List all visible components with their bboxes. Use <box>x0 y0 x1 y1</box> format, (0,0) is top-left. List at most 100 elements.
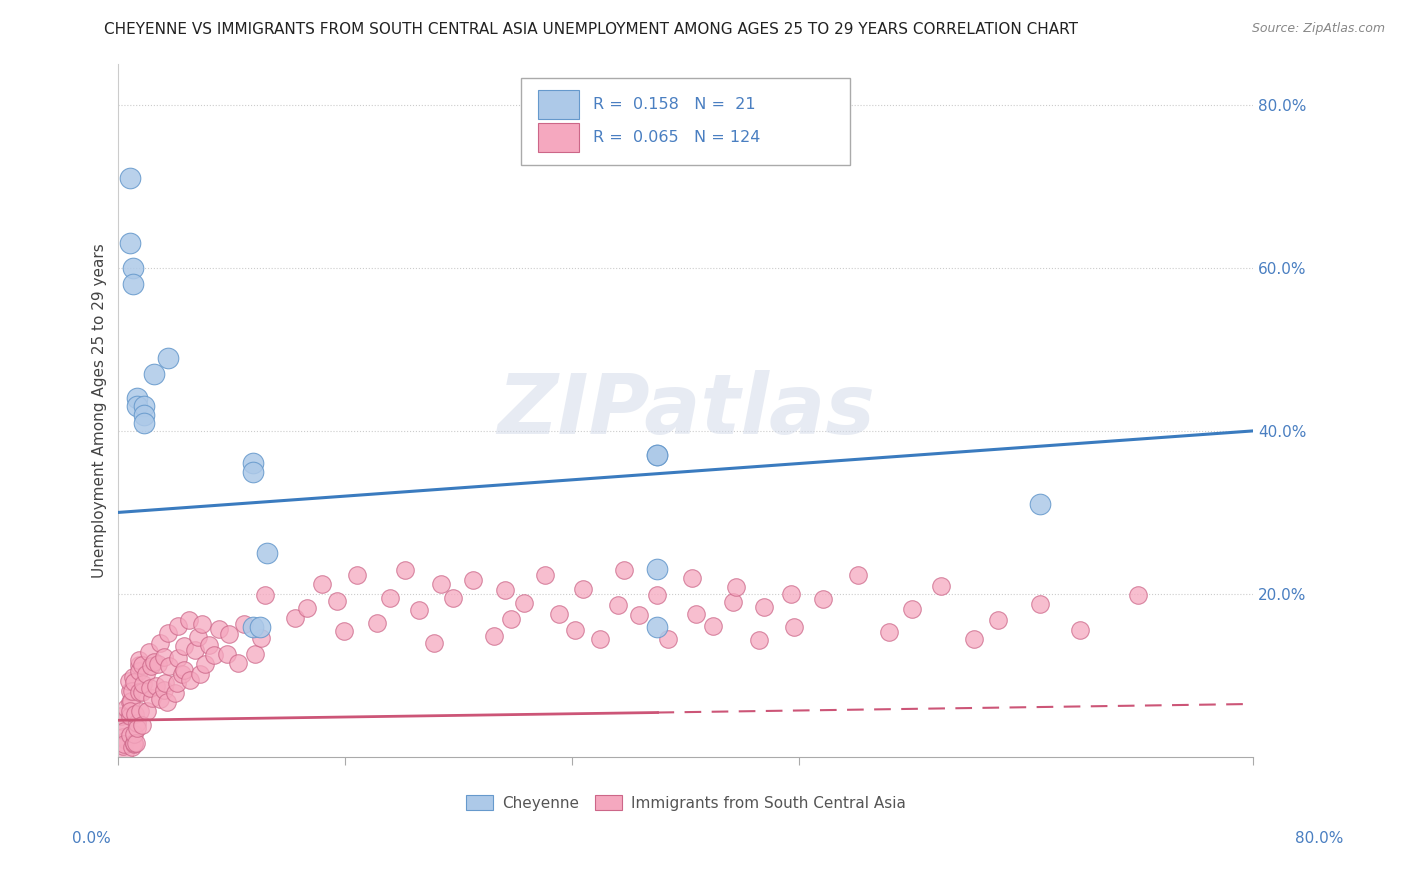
Point <box>124 736 146 750</box>
Point <box>132 400 155 414</box>
Point <box>118 236 141 251</box>
Point <box>657 632 679 646</box>
Point <box>112 723 135 738</box>
Point <box>149 691 172 706</box>
Point <box>963 632 986 646</box>
Point <box>124 706 146 721</box>
Point <box>197 638 219 652</box>
Point <box>148 657 170 672</box>
Text: R =  0.065   N = 124: R = 0.065 N = 124 <box>593 130 761 145</box>
Point <box>645 588 668 602</box>
Point <box>499 612 522 626</box>
Point <box>152 682 174 697</box>
Point <box>143 655 166 669</box>
Point <box>149 636 172 650</box>
Point <box>572 582 595 596</box>
Point <box>494 583 516 598</box>
Point <box>606 599 628 613</box>
Point <box>179 673 201 687</box>
Point <box>124 727 146 741</box>
Point <box>1069 623 1091 637</box>
Point <box>173 640 195 654</box>
Point <box>131 717 153 731</box>
Point <box>131 657 153 672</box>
Point <box>118 709 141 723</box>
Point <box>217 647 239 661</box>
Point <box>120 694 142 708</box>
Point <box>589 632 612 646</box>
Point <box>721 595 744 609</box>
Point <box>461 574 484 588</box>
FancyBboxPatch shape <box>522 78 851 164</box>
Point <box>120 704 142 718</box>
Point <box>1029 497 1052 511</box>
Point <box>157 626 180 640</box>
Point <box>110 709 132 723</box>
Point <box>118 683 141 698</box>
Point <box>121 277 143 292</box>
Point <box>613 563 636 577</box>
Point <box>253 588 276 602</box>
Point <box>141 659 163 673</box>
Point <box>256 546 278 560</box>
Point <box>811 591 834 606</box>
Text: CHEYENNE VS IMMIGRANTS FROM SOUTH CENTRAL ASIA UNEMPLOYMENT AMONG AGES 25 TO 29 : CHEYENNE VS IMMIGRANTS FROM SOUTH CENTRA… <box>104 22 1077 37</box>
Point <box>132 416 155 430</box>
Point <box>111 730 134 744</box>
Point <box>512 596 534 610</box>
Point <box>128 704 150 718</box>
Point <box>326 593 349 607</box>
Point <box>780 587 803 601</box>
Point <box>202 648 225 663</box>
Point <box>647 562 669 576</box>
Point <box>115 701 138 715</box>
Point <box>194 657 217 671</box>
Point <box>121 740 143 755</box>
FancyBboxPatch shape <box>538 90 579 120</box>
Point <box>177 613 200 627</box>
Point <box>394 563 416 577</box>
Point <box>166 651 188 665</box>
Point <box>548 607 571 621</box>
Text: 80.0%: 80.0% <box>1295 831 1343 846</box>
Point <box>346 567 368 582</box>
Point <box>114 745 136 759</box>
Point <box>141 690 163 705</box>
Text: Source: ZipAtlas.com: Source: ZipAtlas.com <box>1251 22 1385 36</box>
Point <box>249 619 271 633</box>
Point <box>132 408 155 422</box>
Point <box>627 608 650 623</box>
Point <box>226 656 249 670</box>
Point <box>135 666 157 681</box>
Point <box>748 632 770 647</box>
Point <box>685 607 707 621</box>
Point <box>128 684 150 698</box>
Point <box>163 685 186 699</box>
Point <box>187 630 209 644</box>
Point <box>681 571 703 585</box>
Point <box>218 626 240 640</box>
Point <box>245 647 267 661</box>
Point <box>1029 597 1052 611</box>
Point <box>127 716 149 731</box>
FancyBboxPatch shape <box>538 123 579 152</box>
Point <box>152 649 174 664</box>
Point <box>118 728 141 742</box>
Point <box>118 695 141 709</box>
Point <box>122 737 145 751</box>
Point <box>115 733 138 747</box>
Point <box>131 677 153 691</box>
Point <box>929 578 952 592</box>
Point <box>242 465 264 479</box>
Point <box>725 580 748 594</box>
Point <box>284 611 307 625</box>
Point <box>879 624 901 639</box>
Point <box>145 679 167 693</box>
Point <box>702 619 724 633</box>
Point <box>112 714 135 729</box>
Point <box>232 617 254 632</box>
Point <box>173 663 195 677</box>
Point <box>125 400 148 414</box>
Point <box>118 171 141 186</box>
Point <box>846 567 869 582</box>
